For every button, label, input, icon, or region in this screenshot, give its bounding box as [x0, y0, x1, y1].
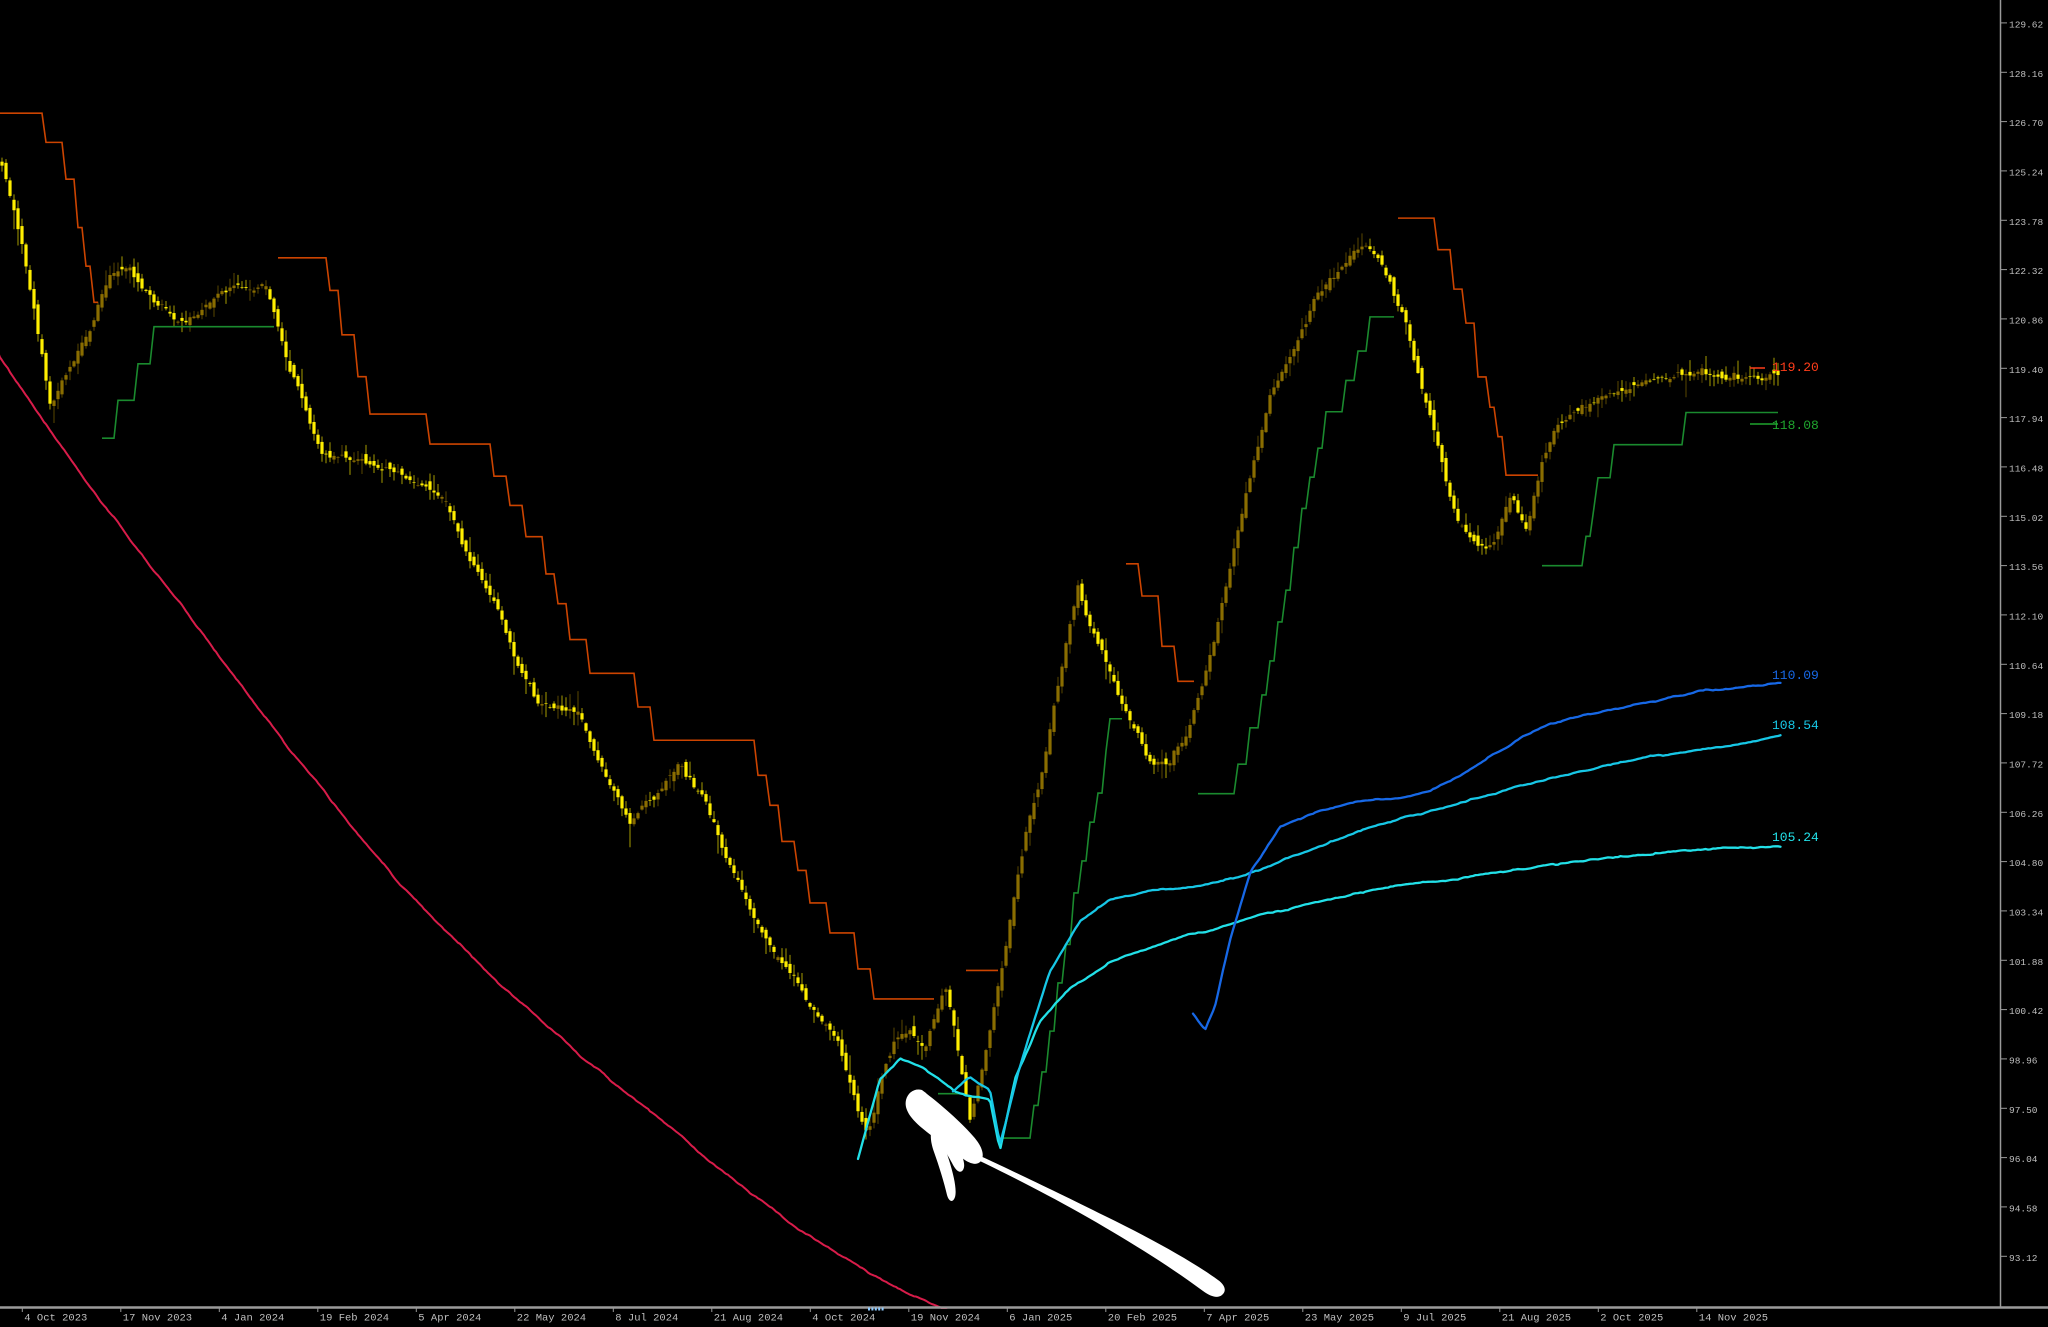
svg-text:108.54: 108.54	[1772, 718, 1819, 733]
svg-text:6 Jan 2025: 6 Jan 2025	[1009, 1313, 1072, 1325]
svg-text:126.70: 126.70	[2009, 118, 2044, 129]
svg-text:122.32: 122.32	[2009, 266, 2044, 277]
svg-text:8 Jul 2024: 8 Jul 2024	[615, 1313, 678, 1325]
svg-text:109.18: 109.18	[2009, 710, 2044, 721]
svg-text:100.42: 100.42	[2009, 1006, 2044, 1017]
svg-text:9 Jul 2025: 9 Jul 2025	[1403, 1313, 1466, 1325]
svg-text:117.94: 117.94	[2009, 414, 2044, 425]
svg-text:21 Aug 2025: 21 Aug 2025	[1502, 1313, 1571, 1325]
svg-text:110.09: 110.09	[1772, 668, 1819, 683]
svg-text:119.20: 119.20	[1772, 360, 1819, 375]
svg-text:17 Nov 2023: 17 Nov 2023	[123, 1313, 192, 1325]
svg-text:4 Oct 2024: 4 Oct 2024	[812, 1313, 875, 1325]
svg-text:105.24: 105.24	[1772, 830, 1819, 845]
svg-text:93.12: 93.12	[2009, 1253, 2038, 1264]
svg-text:5 Apr 2024: 5 Apr 2024	[418, 1313, 481, 1325]
svg-text:129.62: 129.62	[2009, 19, 2044, 30]
svg-text:104.80: 104.80	[2009, 858, 2044, 869]
svg-text:21 Aug 2024: 21 Aug 2024	[714, 1313, 783, 1325]
svg-text:97.50: 97.50	[2009, 1105, 2038, 1116]
svg-text:14 Nov 2025: 14 Nov 2025	[1699, 1313, 1768, 1325]
svg-text:101.88: 101.88	[2009, 957, 2044, 968]
svg-text:19 Nov 2024: 19 Nov 2024	[911, 1313, 980, 1325]
svg-text:96.04: 96.04	[2009, 1154, 2038, 1165]
svg-text:123.78: 123.78	[2009, 217, 2044, 228]
svg-text:98.96: 98.96	[2009, 1055, 2038, 1066]
svg-text:110.64: 110.64	[2009, 661, 2044, 672]
svg-text:113.56: 113.56	[2009, 562, 2044, 573]
svg-text:128.16: 128.16	[2009, 69, 2044, 80]
svg-text:20 Feb 2025: 20 Feb 2025	[1108, 1313, 1177, 1325]
svg-text:125.24: 125.24	[2009, 167, 2044, 178]
svg-text:120.86: 120.86	[2009, 315, 2044, 326]
svg-text:112.10: 112.10	[2009, 611, 2044, 622]
svg-text:4 Jan 2024: 4 Jan 2024	[221, 1313, 284, 1325]
svg-text:119.40: 119.40	[2009, 365, 2044, 376]
svg-text:116.48: 116.48	[2009, 463, 2044, 474]
svg-text:107.72: 107.72	[2009, 759, 2044, 770]
svg-text:2 Oct 2025: 2 Oct 2025	[1600, 1313, 1663, 1325]
svg-text:115.02: 115.02	[2009, 513, 2044, 524]
svg-text:103.34: 103.34	[2009, 907, 2044, 918]
svg-text:23 May 2025: 23 May 2025	[1305, 1313, 1374, 1325]
svg-text:94.58: 94.58	[2009, 1203, 2038, 1214]
svg-text:7 Apr 2025: 7 Apr 2025	[1206, 1313, 1269, 1325]
svg-text:118.08: 118.08	[1772, 418, 1819, 433]
svg-text:22 May 2024: 22 May 2024	[517, 1313, 586, 1325]
svg-text:19 Feb 2024: 19 Feb 2024	[320, 1313, 389, 1325]
svg-text:4 Oct 2023: 4 Oct 2023	[24, 1313, 87, 1325]
svg-text:106.26: 106.26	[2009, 809, 2044, 820]
